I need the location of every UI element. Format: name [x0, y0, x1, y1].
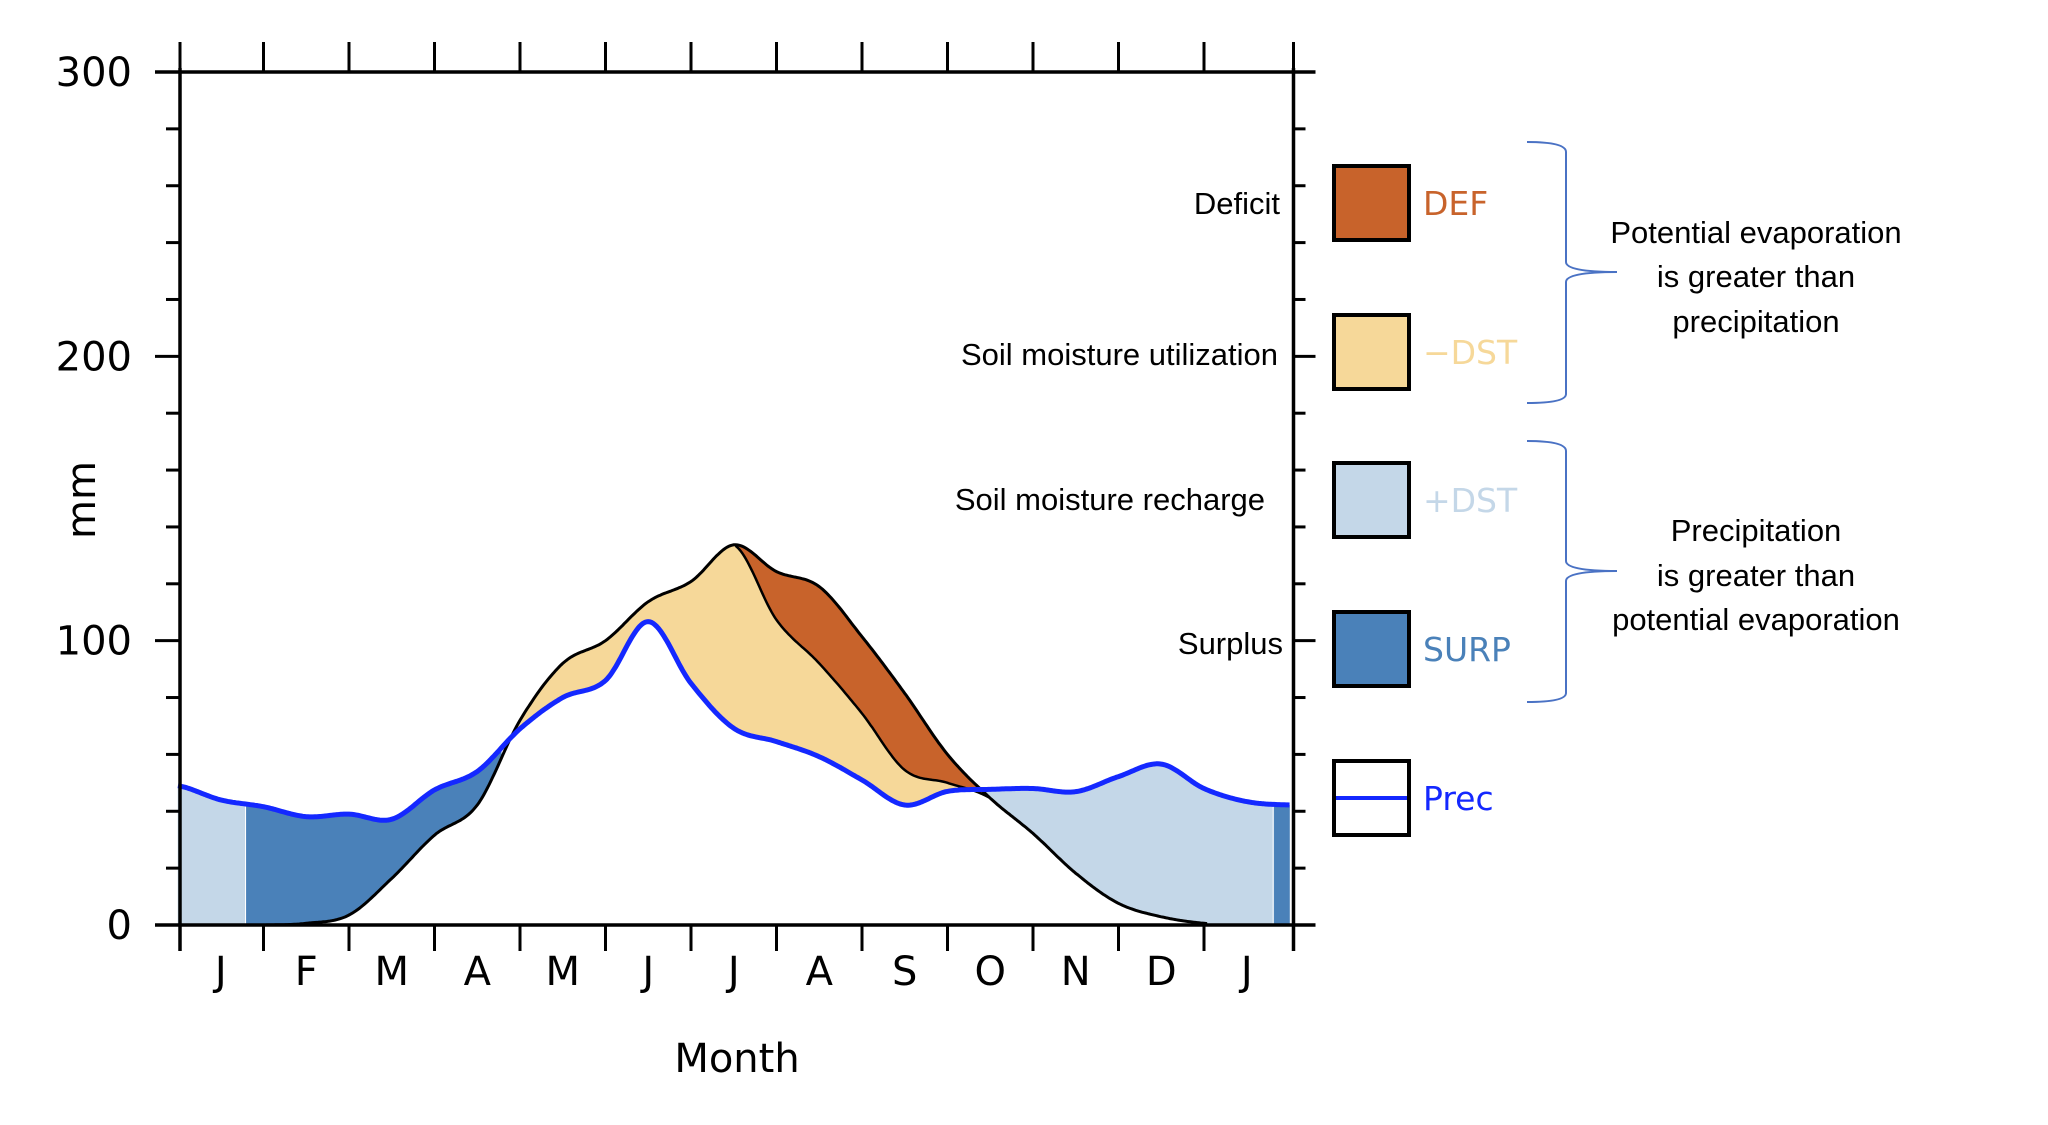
x-tick-label-month: M	[374, 949, 409, 995]
annotation-prec-line-2: is greater than	[1657, 558, 1855, 593]
x-tick-label-month: J	[1238, 949, 1253, 995]
legend-swatch-def	[1332, 164, 1411, 242]
legend-swatch-surp	[1332, 610, 1411, 688]
annotation-prec-line-1: Precipitation	[1671, 513, 1842, 548]
x-axis-title: Month	[674, 1036, 799, 1082]
legend-label-def: DEF	[1423, 184, 1488, 223]
x-tick-label-month: J	[725, 949, 740, 995]
legend-swatch-plus-dst	[1332, 461, 1411, 539]
surplus-area	[1273, 804, 1290, 926]
legend-label-prec: Prec	[1423, 779, 1494, 818]
x-tick-label-month: O	[975, 949, 1006, 995]
annotation-braces: Potential evaporation is greater than pr…	[1526, 141, 1902, 703]
legend-desc-utilization: Soil moisture utilization	[961, 337, 1278, 372]
pet-line	[246, 543, 1208, 927]
legend-desc-recharge: Soil moisture recharge	[955, 482, 1265, 517]
series-lines	[177, 543, 1291, 927]
brace-prec-greater	[1526, 440, 1618, 703]
annotation-pe-line-3: precipitation	[1672, 304, 1839, 339]
x-tick-label-month: N	[1061, 949, 1091, 995]
y-tick-labels: 0 100 200 300	[56, 50, 132, 949]
x-tick-label-month: S	[892, 949, 917, 995]
aet-line	[734, 544, 990, 799]
y-tick-label: 300	[56, 50, 132, 96]
legend-desc-deficit: Deficit	[1194, 186, 1281, 221]
annotation-prec-line-3: potential evaporation	[1612, 602, 1900, 637]
y-axis-title: mm	[59, 461, 105, 539]
axes	[155, 42, 1316, 951]
legend-label-plus-dst: +DST	[1423, 481, 1518, 520]
y-tick-label: 100	[56, 619, 132, 665]
legend-label-minus-dst: −DST	[1423, 333, 1518, 372]
x-tick-label-month: F	[295, 949, 318, 995]
x-tick-label-month: J	[212, 949, 227, 995]
y-tick-label: 0	[107, 903, 132, 949]
x-tick-label-month: M	[545, 949, 580, 995]
legend-desc-surplus: Surplus	[1178, 626, 1283, 661]
surplus-area	[246, 747, 502, 926]
x-tick-label-month: A	[806, 949, 834, 995]
legend-swatch-minus-dst	[1332, 313, 1411, 391]
legend-label-surp: SURP	[1423, 630, 1511, 669]
annotation-pe-line-1: Potential evaporation	[1610, 215, 1901, 250]
recharge-area	[177, 785, 245, 926]
legend: Deficit Soil moisture utilization Soil m…	[955, 164, 1518, 837]
x-tick-label-month: D	[1146, 949, 1177, 995]
annotation-pe-line-2: is greater than	[1657, 259, 1855, 294]
area-fills	[177, 544, 1290, 926]
y-tick-label: 200	[56, 334, 132, 380]
x-tick-label-month: A	[464, 949, 492, 995]
prec-line	[177, 619, 1291, 823]
x-tick-label-month: J	[639, 949, 654, 995]
brace-pe-greater	[1526, 141, 1618, 404]
